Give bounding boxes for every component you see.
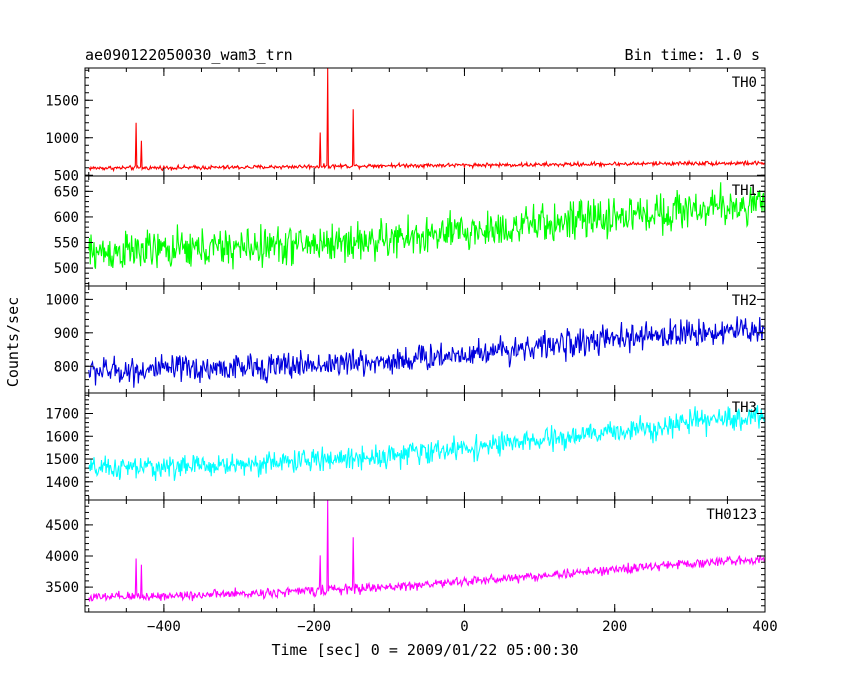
series-line-th3 bbox=[88, 405, 765, 482]
panels-group: TH0 500 1000 1500 TH1 500 550 600 650 TH2 800 900 10… bbox=[45, 67, 778, 635]
x-tick-label: 200 bbox=[602, 619, 627, 635]
panel-th0123: TH0123 3500 4000 4500 bbox=[45, 499, 766, 613]
y-tick-label: 900 bbox=[54, 326, 79, 342]
y-tick-label: 1000 bbox=[45, 292, 79, 308]
series-line-th0123 bbox=[88, 500, 765, 602]
y-tick-label: 4500 bbox=[45, 518, 79, 534]
x-tick-label: 0 bbox=[460, 619, 468, 635]
panel-th2: TH2 800 900 1000 bbox=[45, 285, 766, 394]
y-tick-label: 4000 bbox=[45, 549, 79, 565]
panel-frame bbox=[84, 67, 766, 177]
panel-label: TH0123 bbox=[706, 507, 757, 523]
y-tick-label: 600 bbox=[54, 210, 79, 226]
y-tick-label: 500 bbox=[54, 168, 79, 184]
y-tick-label: 1000 bbox=[45, 131, 79, 147]
y-tick-label: 3500 bbox=[45, 580, 79, 596]
x-tick-label: 400 bbox=[752, 619, 777, 635]
series-line-th0 bbox=[88, 68, 765, 173]
panel-label: TH0 bbox=[732, 75, 757, 91]
x-tick-label: −200 bbox=[297, 619, 331, 635]
y-tick-label: 1700 bbox=[45, 406, 79, 422]
panel-frame bbox=[84, 392, 766, 501]
y-tick-label: 500 bbox=[54, 261, 79, 277]
y-tick-label: 1500 bbox=[45, 452, 79, 468]
x-axis-label: Time [sec] 0 = 2009/01/22 05:00:30 bbox=[271, 641, 578, 659]
y-tick-label: 1500 bbox=[45, 93, 79, 109]
panel-th1: TH1 500 550 600 650 bbox=[54, 175, 766, 287]
y-tick-label: 800 bbox=[54, 359, 79, 375]
panel-label: TH3 bbox=[732, 400, 757, 416]
panel-label: TH1 bbox=[732, 183, 757, 199]
y-axis-label: Counts/sec bbox=[4, 297, 22, 387]
bin-time-label: Bin time: 1.0 s bbox=[625, 46, 760, 64]
y-tick-label: 1400 bbox=[45, 475, 79, 491]
panel-th0: TH0 500 1000 1500 bbox=[45, 67, 766, 184]
chart-title: ae090122050030_wam3_trn bbox=[85, 46, 293, 64]
panel-label: TH2 bbox=[732, 293, 757, 309]
y-tick-label: 650 bbox=[54, 184, 79, 200]
series-line-th2 bbox=[88, 316, 765, 388]
y-tick-label: 550 bbox=[54, 236, 79, 252]
x-tick-label: −400 bbox=[147, 619, 181, 635]
series-line-th1 bbox=[88, 182, 765, 270]
y-tick-label: 1600 bbox=[45, 429, 79, 445]
panel-th3: TH3 1400 1500 1600 1700 bbox=[45, 392, 766, 501]
